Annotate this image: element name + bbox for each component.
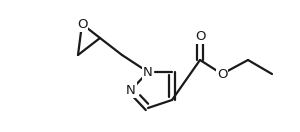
Text: N: N [126, 84, 136, 96]
Text: O: O [217, 67, 227, 81]
Text: O: O [195, 29, 205, 43]
Text: O: O [77, 18, 87, 30]
Text: N: N [143, 65, 153, 79]
